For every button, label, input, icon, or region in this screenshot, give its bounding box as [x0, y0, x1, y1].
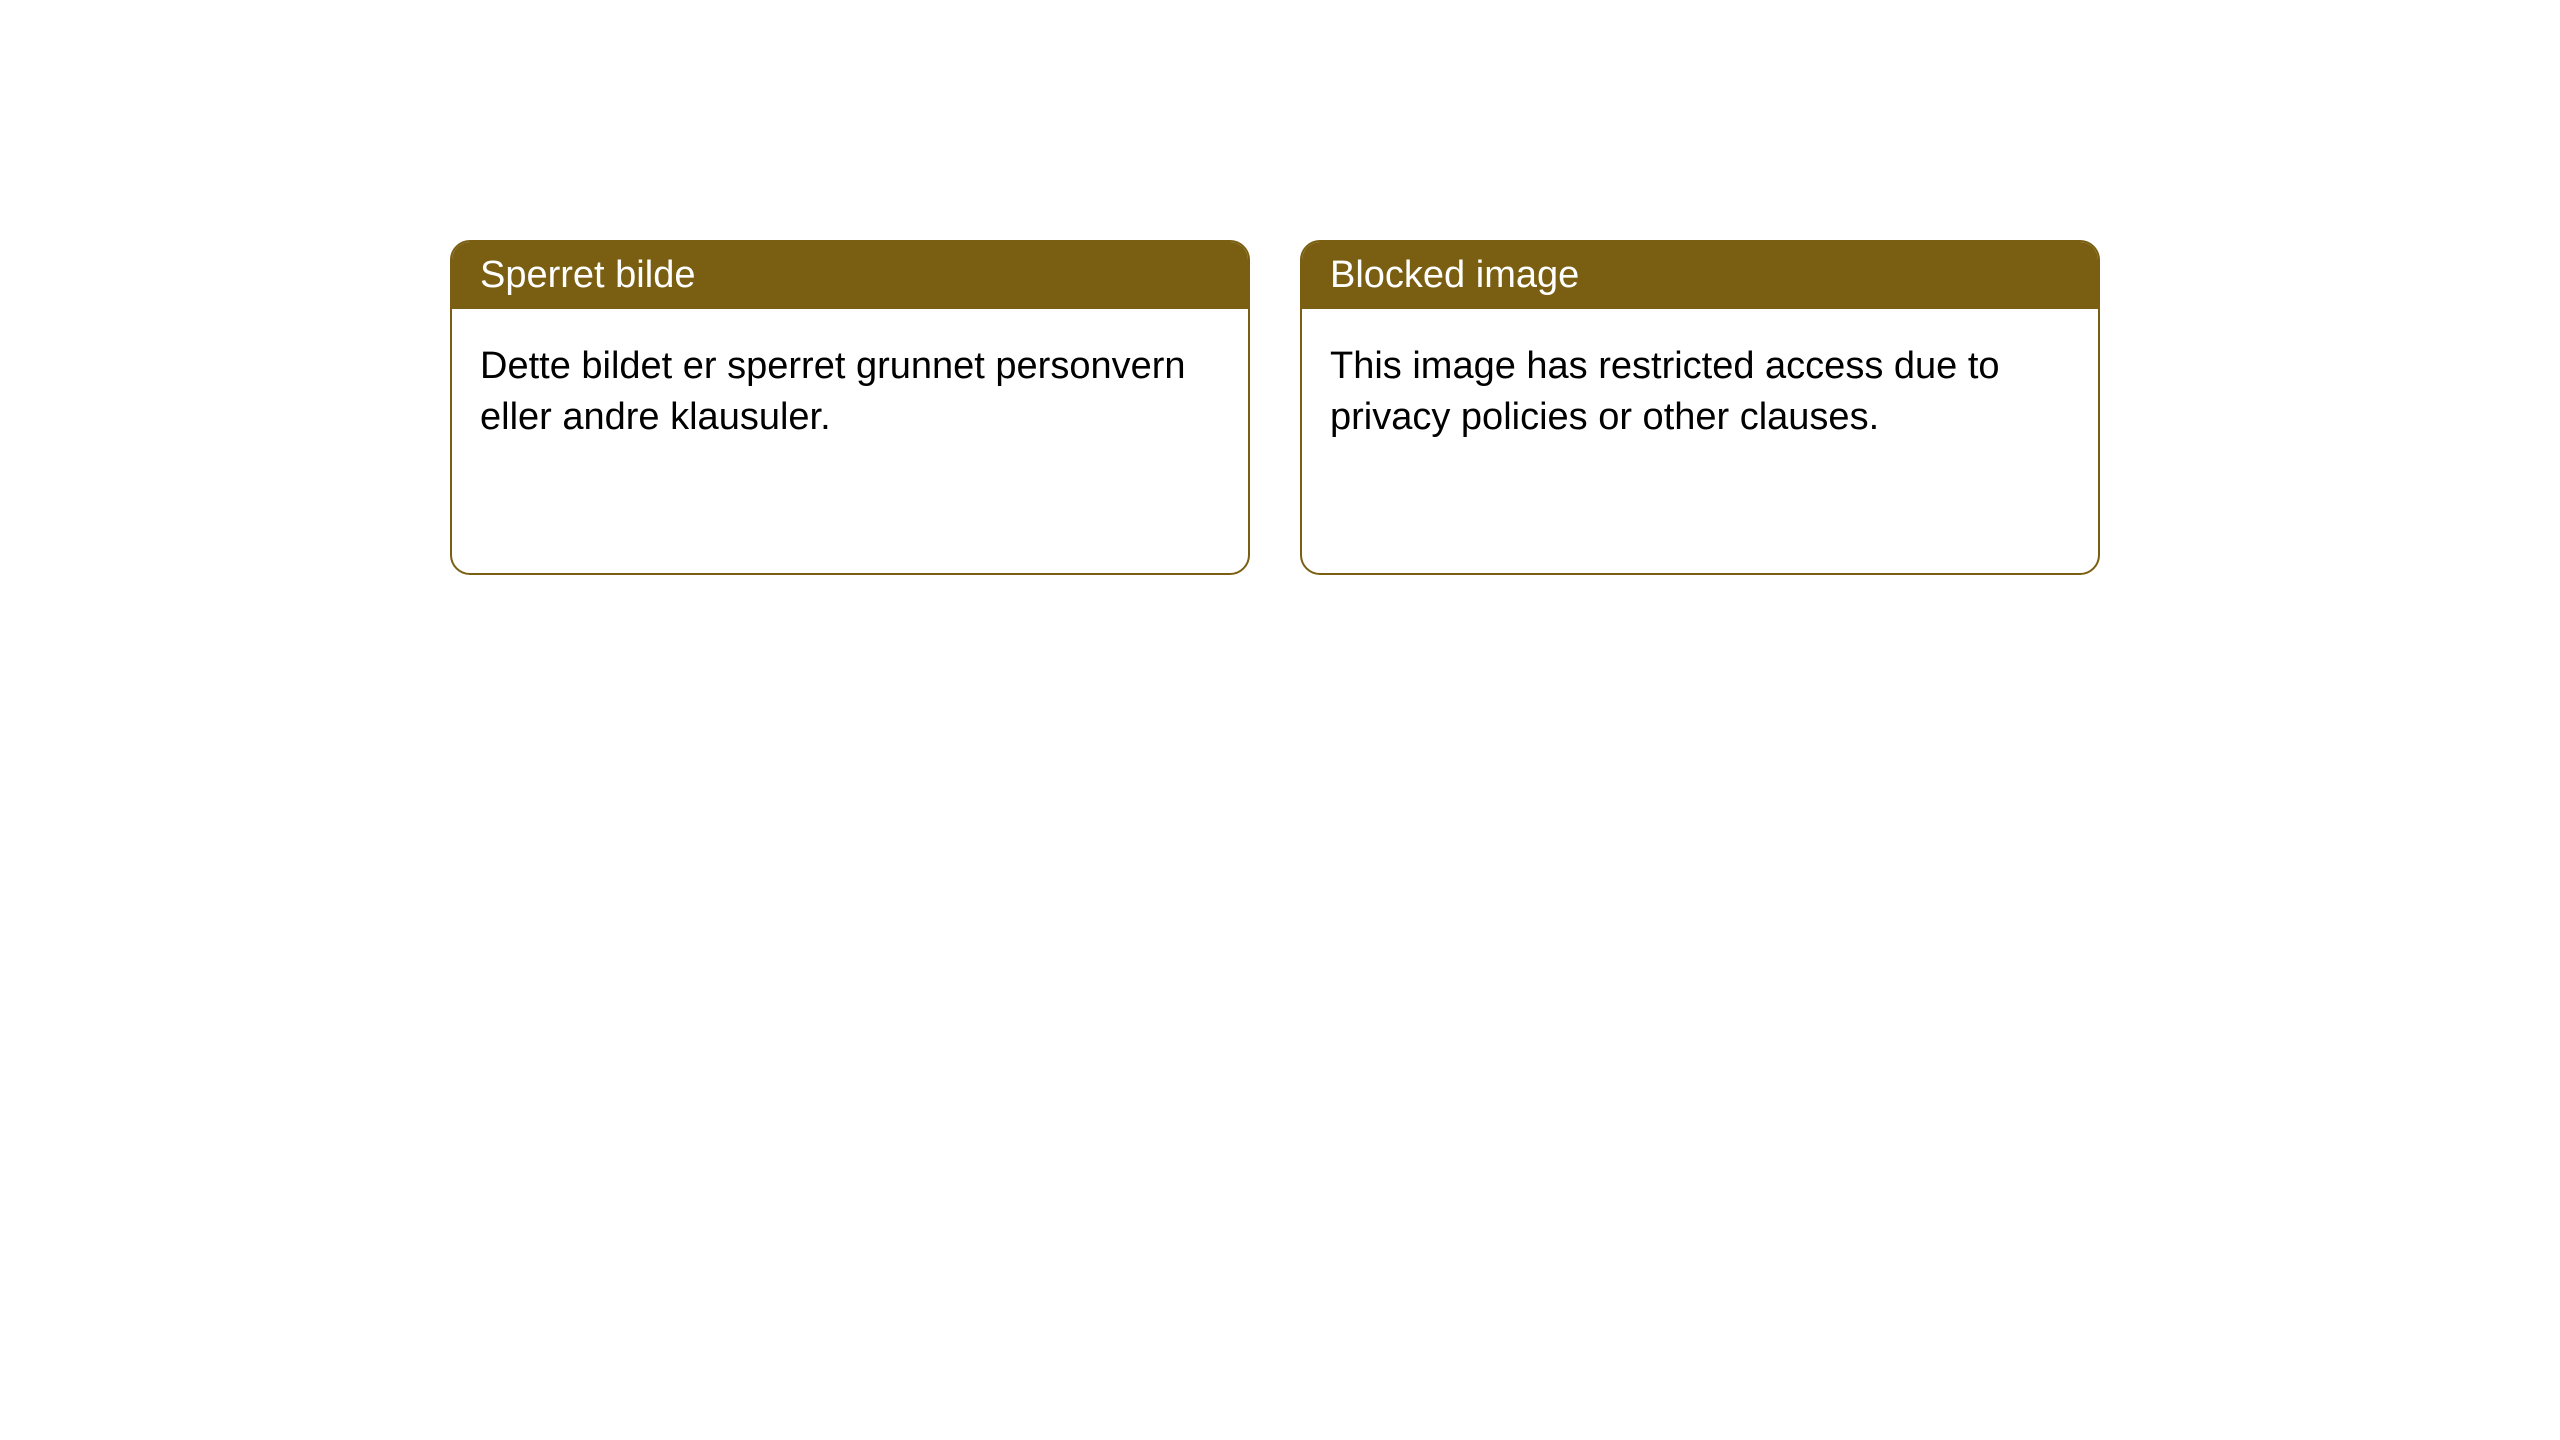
notice-body-norwegian: Dette bildet er sperret grunnet personve… — [452, 309, 1248, 476]
notice-card-english: Blocked image This image has restricted … — [1300, 240, 2100, 575]
notice-title-norwegian: Sperret bilde — [452, 242, 1248, 309]
notice-body-english: This image has restricted access due to … — [1302, 309, 2098, 476]
notices-container: Sperret bilde Dette bildet er sperret gr… — [0, 0, 2560, 575]
notice-title-english: Blocked image — [1302, 242, 2098, 309]
notice-card-norwegian: Sperret bilde Dette bildet er sperret gr… — [450, 240, 1250, 575]
